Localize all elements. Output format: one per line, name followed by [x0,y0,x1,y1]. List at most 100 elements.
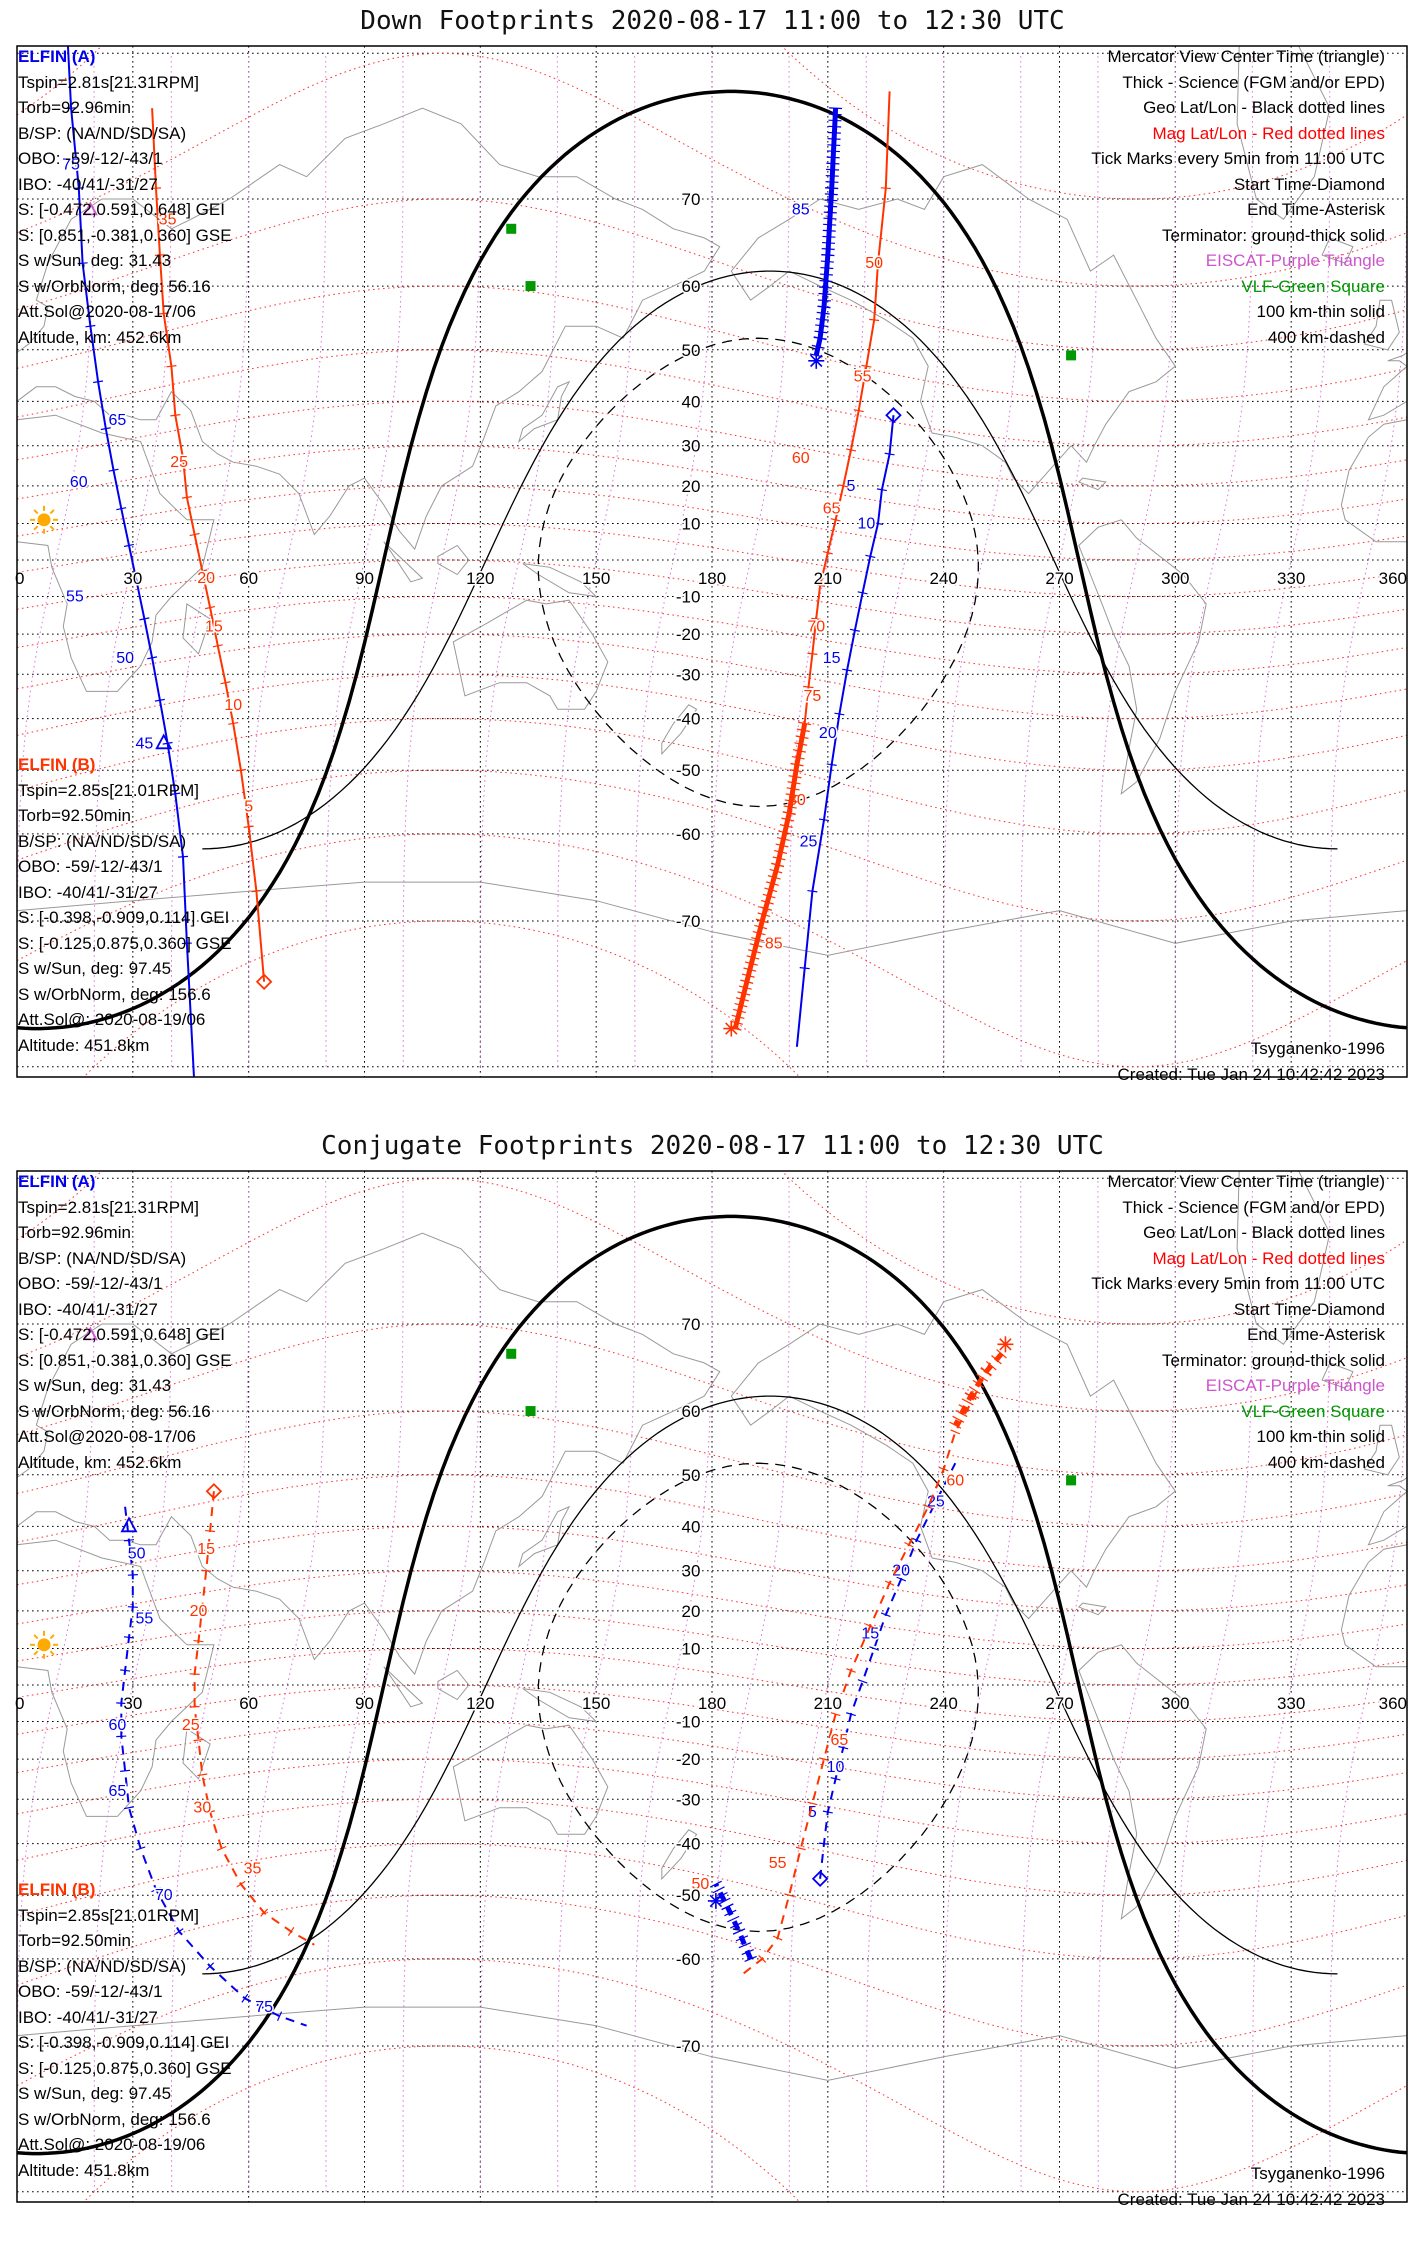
five-minute-tick [177,456,189,460]
lat-axis-label: 30 [681,1562,700,1581]
five-minute-tick [830,1777,841,1781]
science-zone-tick [821,254,835,257]
five-minute-tick [815,584,826,587]
science-zone-tick [766,881,779,886]
science-zone-tick [762,893,776,899]
minute-tick-label: 10 [827,1759,845,1776]
science-zone-tick [826,150,840,153]
five-minute-tick [880,187,891,190]
science-zone-tick [791,755,805,760]
end-time-asterisk-marker [997,1336,1014,1353]
five-minute-tick [201,1569,212,1572]
five-minute-tick [166,365,177,368]
minute-tick-label: 70 [155,1887,173,1904]
map-legend: Mercator View Center Time (triangle) Thic… [1091,44,1385,350]
sun-icon [30,1630,59,1659]
minute-tick-label: 35 [244,1860,262,1877]
vlf-station-square [525,1406,536,1417]
mag-lat-gridline [17,1798,1407,1896]
science-zone-tick [733,1008,746,1014]
minute-tick-label: 65 [823,501,841,518]
science-zone-tick [825,181,839,183]
five-minute-tick [131,580,142,584]
science-zone-tick [815,324,829,328]
legend-line-3: Mag Lat/Lon - Red dotted lines [1152,123,1385,143]
science-zone-tick [772,856,786,861]
elfin-a-info-line-5: S: [-0.472,0.591,0.648] GEI [18,1325,225,1344]
eiscat-station-triangle [82,1326,98,1341]
science-zone-tick [786,787,800,791]
mag-lat-gridline [17,559,1407,635]
five-minute-tick [116,507,127,511]
five-minute-tick [884,1580,895,1586]
legend-line-1: Thick - Science (FGM and/or EPD) [1122,72,1385,92]
science-zone-tick [741,1948,754,1956]
science-zone-tick [746,955,760,960]
science-zone-tick [813,336,827,341]
elfin-b-info-line-3: OBO: -59/-12/-43/1 [18,857,163,876]
coastline [17,1539,215,1817]
science-zone-tick [738,985,752,990]
five-minute-tick [205,606,216,610]
elfin-a-info-line-4: IBO: -40/41/-31/27 [18,1299,158,1319]
science-zone-tick [751,937,765,942]
five-minute-tick [784,1893,795,1898]
legend-line-7: Terminator: ground-thick solid [1162,225,1385,245]
lon-axis-label: 300 [1161,569,1189,588]
created-label: Created: Tue Jan 24 10:42:42 2023 [1117,1065,1385,1084]
science-zone-tick [825,174,839,177]
five-minute-tick [127,1606,138,1608]
science-zone-tick [785,793,799,797]
model-label: Tsyganenko-1996 [1250,2164,1385,2183]
minute-tick-label: 55 [854,369,872,386]
minute-tick-label: 60 [108,1717,126,1734]
five-minute-tick [849,628,860,632]
lat-axis-label: -10 [676,587,701,606]
coastline [383,1666,424,1708]
science-zone-tick [771,862,785,868]
minute-tick-label: 50 [692,1876,710,1893]
credits: Tsyganenko-1996 Created: Tue Jan 24 10:4… [1118,2161,1385,2213]
lon-axis-label: 90 [355,1694,374,1713]
lon-axis-label: 270 [1045,569,1073,588]
science-zone-tick [822,235,836,238]
science-zone-tick [980,1367,992,1376]
lon-axis-label: 120 [466,1694,494,1713]
lat-axis-label: -30 [676,665,701,684]
mag-lat-gridline [781,1171,1407,1325]
legend-line-7: Terminator: ground-thick solid [1162,1350,1385,1370]
science-zone-tick [732,1928,746,1935]
elfin-a-info-line-5: S: [-0.472,0.591,0.648] GEI [18,200,225,219]
elfin-b-info-line-4: IBO: -40/41/-31/27 [18,2007,158,2027]
credits: Tsyganenko-1996 Created: Tue Jan 24 10:4… [1118,1036,1385,1088]
five-minute-tick [177,855,189,858]
terminator-ground [17,1214,1407,2156]
science-zone-tick [961,1398,974,1406]
terminator-400km [537,1462,979,1933]
five-minute-tick [758,1955,767,1963]
legend-line-4: Tick Marks every 5min from 11:00 UTC [1091,149,1385,168]
elfin-b-info-line-4: IBO: -40/41/-31/27 [18,882,158,902]
science-zone-tick [727,1915,740,1923]
science-zone-tick [818,292,832,296]
science-zone-tick [819,273,833,276]
vlf-station-square [525,281,536,292]
five-minute-tick [135,1846,146,1851]
minute-tick-label: 10 [858,516,876,533]
science-zone-tick [729,1922,743,1929]
science-zone-tick [972,1379,985,1388]
coastline [1078,519,1207,795]
mag-lat-gridline [17,633,1407,720]
minute-tick-label: 85 [792,201,810,218]
lat-axis-label: -20 [676,1750,701,1769]
five-minute-tick [950,1429,961,1435]
five-minute-tick [189,1705,200,1708]
elfin-a-conjugate-descending-track [120,1506,307,2027]
lat-axis-label: 40 [681,392,700,411]
coastline [0,300,9,350]
mag-lat-gridline [17,1958,1407,2193]
elfin-b-header: ELFIN (B) [18,1880,96,1899]
coastline [182,603,211,655]
elfin-a-info-line-1: Torb=92.96min [18,1223,131,1242]
five-minute-tick [193,1639,204,1643]
